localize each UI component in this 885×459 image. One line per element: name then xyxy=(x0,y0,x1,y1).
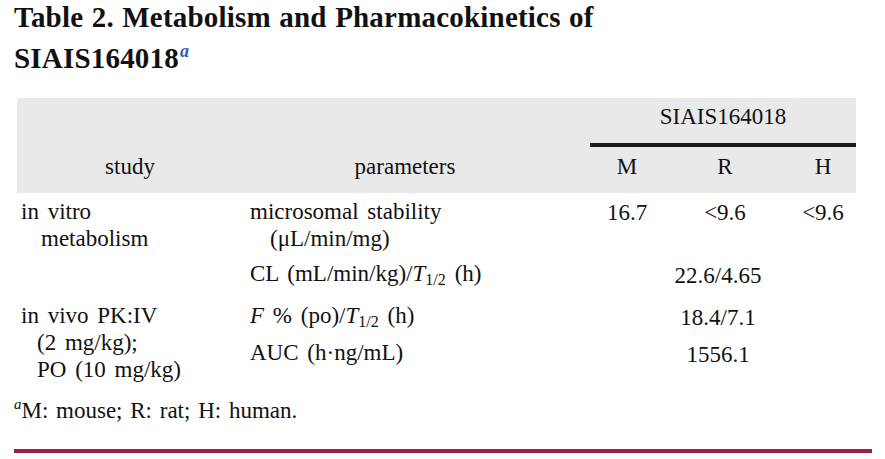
footnote-text: M: mouse; R: rat; H: human. xyxy=(21,398,297,423)
col-header-study: study xyxy=(105,154,155,180)
col-header-h: H xyxy=(815,154,832,180)
parameter-cell-line: (μL/min/mg) xyxy=(270,226,390,252)
bottom-rule xyxy=(14,449,872,453)
spanner-rule xyxy=(590,143,856,147)
study-cell-line: (2 mg/kg); xyxy=(37,330,138,356)
title-footnote-marker: a xyxy=(180,41,189,61)
spanner-header: SIAIS164018 xyxy=(660,104,787,130)
study-cell-line: metabolism xyxy=(41,226,148,252)
parameter-cell-line: AUC (h·ng/mL) xyxy=(250,340,403,366)
table-title-line1: Table 2. Metabolism and Pharmacokinetics… xyxy=(14,1,594,33)
col-header-m: M xyxy=(617,154,637,180)
parameter-cell-line: F % (po)/T1/2 (h) xyxy=(250,303,414,331)
table-header-band: SIAIS164018 study parameters M R H xyxy=(17,98,856,193)
parameter-cell-line: microsomal stability xyxy=(250,199,441,225)
parameter-cell-line: CL (mL/min/kg)/T1/2 (h) xyxy=(250,261,481,289)
value-cell-m: 16.7 xyxy=(607,200,647,226)
study-cell-line: in vivo PK:IV xyxy=(21,303,157,329)
value-cell-h: <9.6 xyxy=(802,200,844,226)
table-footnote: aM: mouse; R: rat; H: human. xyxy=(14,396,297,424)
value-cell-merged: 1556.1 xyxy=(686,342,749,368)
value-cell-merged: 22.6/4.65 xyxy=(675,263,762,289)
study-cell-line: PO (10 mg/kg) xyxy=(37,357,181,383)
value-cell-merged: 18.4/7.1 xyxy=(680,305,755,331)
study-cell-line: in vitro xyxy=(21,199,91,225)
col-header-r: R xyxy=(717,154,732,180)
value-cell-r: <9.6 xyxy=(704,200,746,226)
table-title: Table 2. Metabolism and Pharmacokinetics… xyxy=(14,0,714,75)
col-header-parameters: parameters xyxy=(355,154,456,180)
table-title-line2: SIAIS164018 xyxy=(14,42,179,74)
